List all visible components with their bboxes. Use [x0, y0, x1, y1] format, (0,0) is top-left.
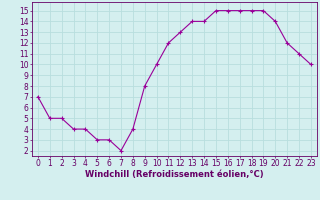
X-axis label: Windchill (Refroidissement éolien,°C): Windchill (Refroidissement éolien,°C) [85, 170, 264, 179]
